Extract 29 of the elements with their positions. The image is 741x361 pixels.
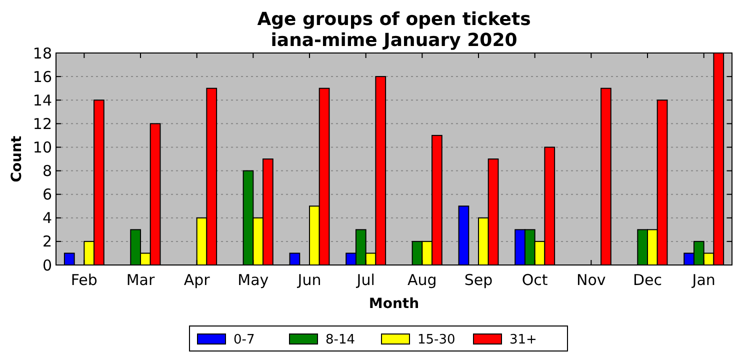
- y-tick-label: 10: [32, 138, 52, 156]
- y-tick-label: 6: [42, 186, 52, 204]
- y-tick-label: 18: [32, 44, 52, 62]
- legend-label: 15-30: [418, 332, 456, 348]
- y-tick-label: 14: [32, 91, 52, 110]
- chart-title: Age groups of open tickets iana-mime January 2020: [257, 9, 531, 51]
- x-axis-title: Month: [368, 296, 420, 312]
- y-axis-title: Count: [9, 135, 25, 182]
- x-tick-label: Dec: [632, 271, 662, 289]
- x-tick-label: Jul: [356, 271, 375, 289]
- legend-label: 0-7: [234, 332, 255, 348]
- legend-label: 8-14: [326, 332, 356, 348]
- y-tick-label: 8: [42, 162, 52, 180]
- y-tick-label: 4: [42, 209, 52, 228]
- x-tick-label: Jan: [691, 271, 716, 289]
- y-tick-label: 0: [42, 256, 52, 274]
- legend-label: 31+: [510, 332, 537, 348]
- x-tick-label: Apr: [184, 271, 211, 289]
- y-tick-label: 16: [32, 68, 52, 86]
- x-tick-label: Nov: [576, 271, 606, 289]
- y-tick-label: 12: [32, 114, 52, 133]
- x-tick-label: Aug: [408, 271, 437, 289]
- x-tick-label: Sep: [464, 271, 493, 289]
- x-tick-label: Feb: [70, 271, 98, 289]
- x-tick-label: May: [238, 271, 269, 289]
- y-tick-label: 2: [42, 232, 52, 251]
- x-tick-label: Mar: [126, 271, 156, 289]
- x-tick-label: Oct: [522, 271, 548, 289]
- x-tick-label: Jun: [296, 271, 322, 289]
